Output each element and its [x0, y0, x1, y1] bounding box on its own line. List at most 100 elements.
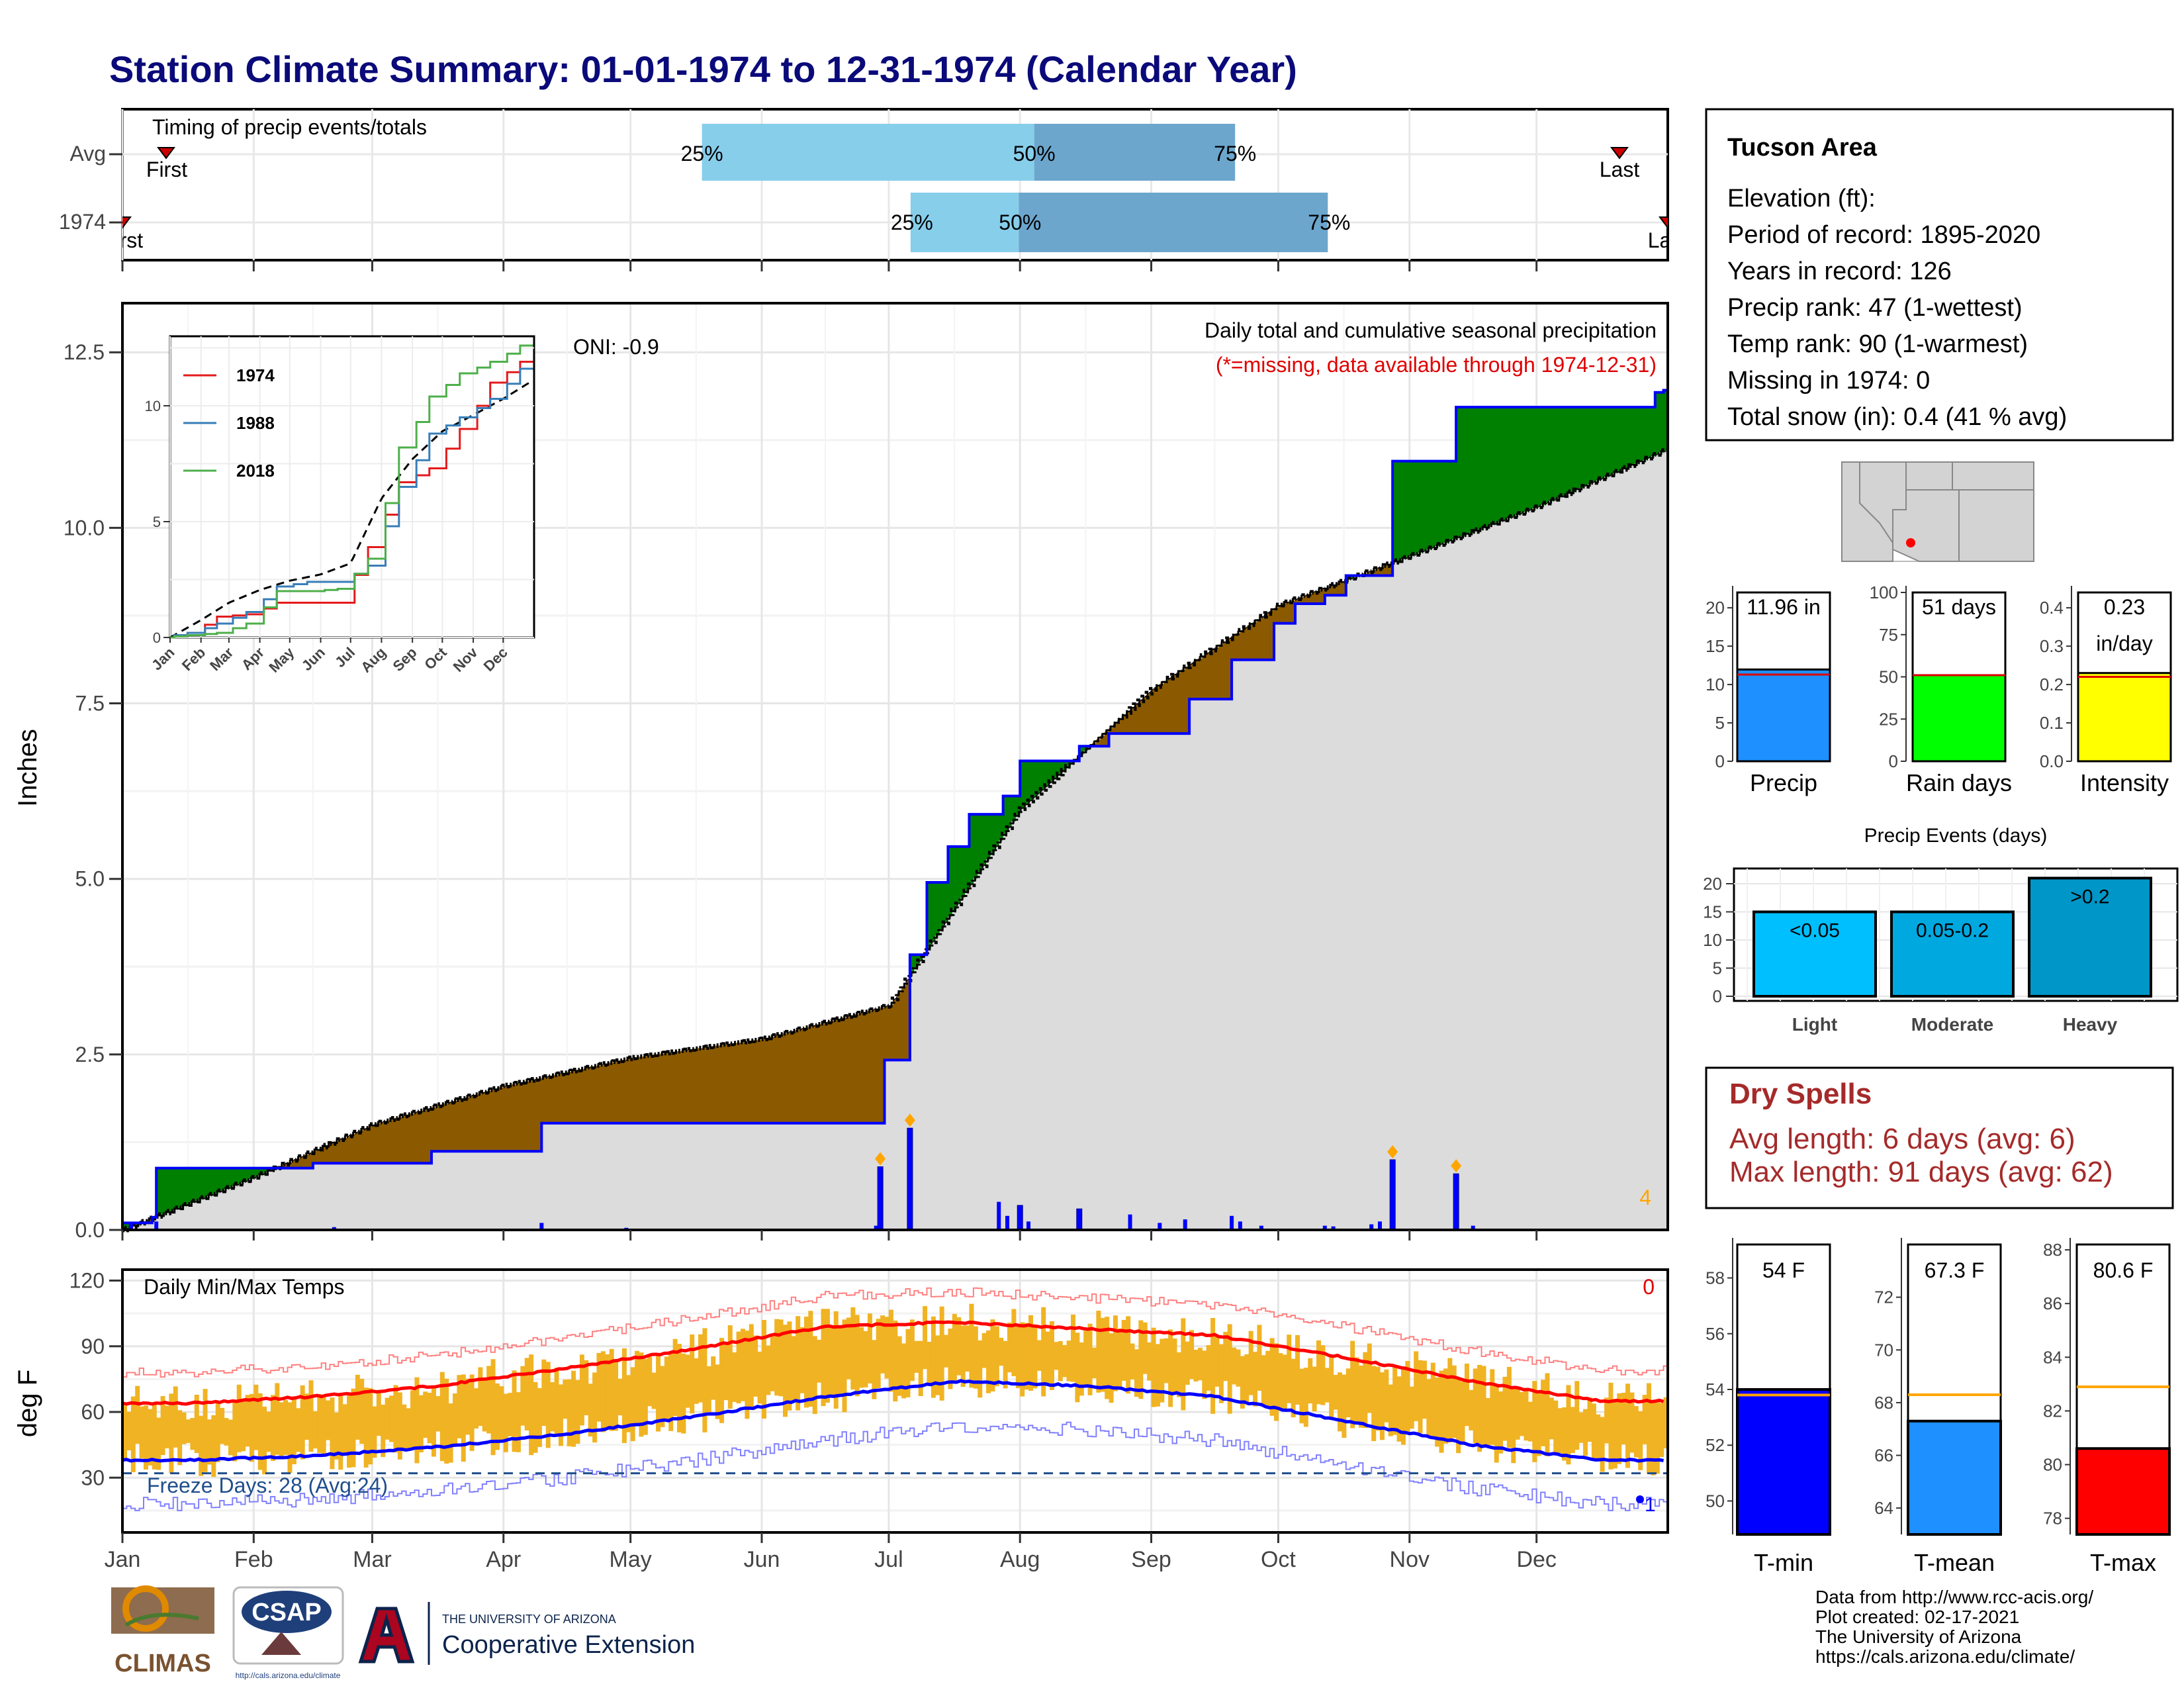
- daily-temp-bar: [308, 1380, 314, 1452]
- daily-temp-bar: [130, 1396, 136, 1472]
- daily-temp-bar: [545, 1362, 551, 1448]
- avg-cumulative-area: [122, 450, 1668, 1230]
- daily-temp-bar: [452, 1393, 457, 1447]
- daily-temp-bar: [177, 1410, 183, 1466]
- daily-temp-bar: [1574, 1381, 1580, 1450]
- daily-temp-bar: [512, 1370, 517, 1452]
- daily-temp-bar: [215, 1402, 220, 1462]
- daily-temp-bar: [529, 1354, 534, 1456]
- daily-temp-bar: [563, 1379, 568, 1419]
- daily-temp-bar: [1232, 1347, 1237, 1385]
- daily-temp-bar: [347, 1393, 352, 1468]
- daily-temp-bar: [1591, 1403, 1596, 1460]
- daily-temp-bar: [1058, 1341, 1063, 1382]
- daily-temp-bar: [1536, 1391, 1541, 1456]
- daily-temp-bar: [812, 1336, 817, 1415]
- inset-y-tick-label: 0: [153, 630, 161, 646]
- daily-temp-bar: [164, 1405, 169, 1448]
- month-label: Sep: [1131, 1547, 1171, 1572]
- precip-stat-tick-label: 0: [1715, 751, 1725, 771]
- daily-temp-bar: [829, 1327, 835, 1396]
- events-cat-heavy: Heavy: [2063, 1014, 2118, 1035]
- events-bar-label: <0.05: [1790, 920, 1840, 942]
- daily-temp-bar: [1151, 1327, 1156, 1407]
- daily-temp-bar: [1329, 1356, 1334, 1420]
- inset-y-ticks: 0 5 10: [145, 398, 170, 646]
- record-max-line: [122, 1287, 1668, 1378]
- daily-precip-bars: [128, 1113, 1666, 1231]
- daily-temp-bar: [249, 1393, 254, 1462]
- temp-panel: 30 60 90 120 Daily Min/Max Temps 0 Freeze D…: [13, 1268, 1669, 1572]
- daily-temp-bar: [821, 1309, 826, 1407]
- raindays-stat-tick-label: 25: [1879, 709, 1898, 729]
- daily-temp-bar: [635, 1350, 640, 1423]
- intensity-stat-value-label: 0.23: [2104, 595, 2145, 619]
- daily-temp-bar: [1308, 1358, 1313, 1404]
- inset-x-tick-label: Dec: [480, 644, 511, 675]
- daily-temp-bar: [126, 1411, 132, 1450]
- map-new-mexico: [1958, 489, 2034, 562]
- below-average-area: [143, 563, 1393, 1223]
- daily-temp-bar: [1578, 1412, 1584, 1443]
- tmin-stat-tick-label: 54: [1706, 1380, 1725, 1399]
- events-y-tick-label: 20: [1703, 874, 1722, 894]
- daily-temp-bar: [774, 1319, 780, 1396]
- daily-temp-bar: [808, 1311, 813, 1407]
- daily-temp-bar: [1400, 1366, 1406, 1445]
- record-min-line: [122, 1421, 1668, 1511]
- precip-stat-tick-label: 10: [1706, 675, 1725, 694]
- daily-precip-bar: [877, 1166, 884, 1231]
- intensity-stat-bar: [2077, 672, 2172, 763]
- daily-temp-bar: [1130, 1343, 1135, 1380]
- daily-temp-bar: [626, 1375, 631, 1432]
- daily-temp-bar: [918, 1340, 923, 1397]
- daily-temp-bar: [224, 1418, 229, 1446]
- daily-temp-bar: [444, 1378, 449, 1464]
- daily-temp-bar: [944, 1335, 949, 1368]
- daily-temp-bar: [1520, 1391, 1525, 1436]
- daily-temp-bar: [355, 1374, 360, 1440]
- daily-temp-bar: [1342, 1374, 1347, 1438]
- daily-temp-bar: [1015, 1326, 1021, 1388]
- daily-temp-bar: [402, 1404, 407, 1452]
- tmax-stat-tick-label: 82: [2043, 1401, 2062, 1421]
- daily-temp-bar: [257, 1393, 263, 1470]
- climas-logo-text: CLIMAS: [114, 1650, 211, 1677]
- daily-temp-bar: [584, 1360, 589, 1415]
- daily-temp-bar: [1511, 1387, 1516, 1464]
- avg-cumulative-line: [122, 448, 1668, 1233]
- inset-frame: [169, 335, 535, 639]
- daily-temp-bar: [520, 1366, 525, 1426]
- daily-temp-bar: [630, 1367, 635, 1442]
- events-y-tick-label: 5: [1713, 959, 1722, 978]
- daily-temp-bar: [1600, 1417, 1605, 1472]
- daily-temp-bar: [135, 1385, 140, 1444]
- events-bar-label: >0.2: [2070, 886, 2109, 908]
- temp-summary-bars: 50 52 54 56 58 54 F T-min 64 66 68 70 72 67.3 F T-mea…: [1706, 1238, 2171, 1576]
- daily-precip-bar: [1230, 1215, 1234, 1230]
- daily-temp-bar: [1587, 1397, 1592, 1442]
- station-name: Tucson Area: [1727, 134, 1878, 162]
- daily-temp-bar: [711, 1356, 716, 1400]
- station-info: Tucson Area Elevation (ft): Period of re…: [1705, 108, 2174, 442]
- daily-temp-bar: [796, 1316, 801, 1411]
- daily-temp-bar: [1020, 1322, 1025, 1397]
- tmin-stat-bar: [1736, 1388, 1831, 1536]
- daily-temp-bar: [1359, 1365, 1363, 1428]
- dry-spells-box: [1705, 1066, 2174, 1209]
- daily-precip-bar: [1076, 1208, 1083, 1231]
- daily-temp-bar: [300, 1385, 305, 1460]
- precip-stat-tick-label: 5: [1715, 713, 1725, 733]
- events-y-tick-label: 0: [1713, 986, 1722, 1006]
- daily-temp-bar: [1566, 1385, 1571, 1465]
- daily-temp-bar: [872, 1340, 877, 1399]
- daily-temp-bar: [1333, 1374, 1338, 1410]
- daily-precip-bar: [332, 1227, 336, 1230]
- daily-temp-bar: [1041, 1307, 1046, 1397]
- daily-temp-bar: [1545, 1373, 1550, 1456]
- daily-temp-bar: [199, 1415, 204, 1476]
- daily-precip-bar: [1017, 1205, 1023, 1231]
- daily-temp-bar: [799, 1327, 805, 1393]
- daily-temp-bar: [1651, 1402, 1656, 1476]
- daily-temp-bar: [410, 1390, 416, 1448]
